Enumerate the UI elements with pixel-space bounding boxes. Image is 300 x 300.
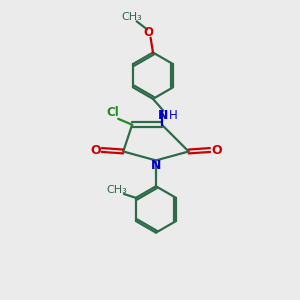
Text: H: H [169, 109, 177, 122]
Text: N: N [151, 159, 161, 172]
Text: O: O [143, 26, 154, 39]
Text: CH₃: CH₃ [106, 184, 127, 194]
Text: O: O [90, 143, 101, 157]
Text: O: O [211, 143, 222, 157]
Text: N: N [158, 109, 169, 122]
Text: CH₃: CH₃ [122, 12, 142, 22]
Text: Cl: Cl [106, 106, 118, 119]
